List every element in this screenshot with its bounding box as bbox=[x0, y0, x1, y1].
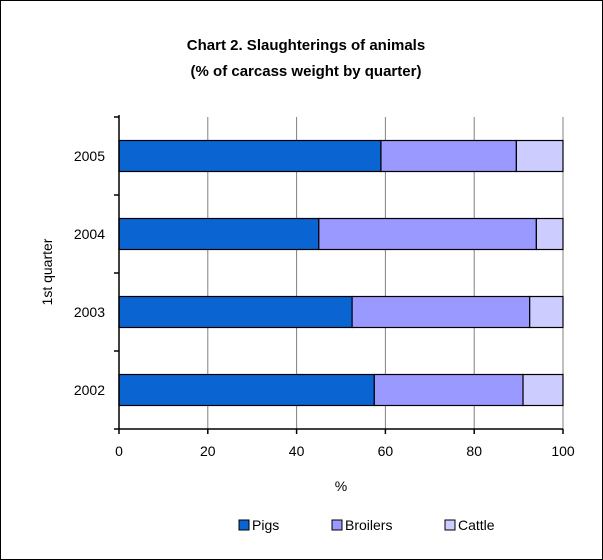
legend-swatch-broilers bbox=[331, 519, 343, 531]
bar-broilers-2005 bbox=[380, 139, 517, 173]
y-tick-label: 2005 bbox=[74, 148, 105, 164]
bar-pigs-2002 bbox=[118, 373, 375, 407]
x-axis-label: % bbox=[335, 478, 347, 494]
bar-cattle-2005 bbox=[515, 139, 564, 173]
chart-title-line2: (% of carcass weight by quarter) bbox=[191, 63, 422, 80]
bar-broilers-2004 bbox=[318, 217, 537, 251]
chart-title-line1: Chart 2. Slaughterings of animals bbox=[187, 37, 425, 54]
bar-broilers-2003 bbox=[351, 295, 531, 329]
bar-pigs-2005 bbox=[118, 139, 382, 173]
x-tick-label: 60 bbox=[378, 443, 394, 459]
axes bbox=[114, 115, 564, 434]
legend: Pigs Broilers Cattle bbox=[238, 517, 495, 533]
x-tick-label: 100 bbox=[551, 443, 575, 459]
legend-swatch-pigs bbox=[238, 519, 250, 531]
y-tick-label: 2002 bbox=[74, 382, 105, 398]
legend-label-pigs: Pigs bbox=[252, 517, 279, 533]
x-tick-label: 80 bbox=[466, 443, 482, 459]
bar-pigs-2004 bbox=[118, 217, 320, 251]
y-tick-label: 2004 bbox=[74, 226, 105, 242]
bar-broilers-2002 bbox=[373, 373, 524, 407]
legend-swatch-cattle bbox=[444, 519, 456, 531]
y-tick-labels: 2005 2004 2003 2002 bbox=[74, 148, 105, 398]
y-axis-label: 1st quarter bbox=[39, 238, 55, 305]
x-tick-label: 0 bbox=[115, 443, 123, 459]
bar-cattle-2003 bbox=[529, 295, 564, 329]
bar-cattle-2004 bbox=[535, 217, 564, 251]
legend-label-broilers: Broilers bbox=[345, 517, 392, 533]
x-tick-labels: 0 20 40 60 80 100 bbox=[115, 443, 575, 459]
x-tick-label: 20 bbox=[200, 443, 216, 459]
legend-label-cattle: Cattle bbox=[458, 517, 495, 533]
bar-pigs-2003 bbox=[118, 295, 353, 329]
x-tick-label: 40 bbox=[289, 443, 305, 459]
bar-cattle-2002 bbox=[522, 373, 564, 407]
bars bbox=[118, 139, 564, 407]
y-tick-label: 2003 bbox=[74, 304, 105, 320]
